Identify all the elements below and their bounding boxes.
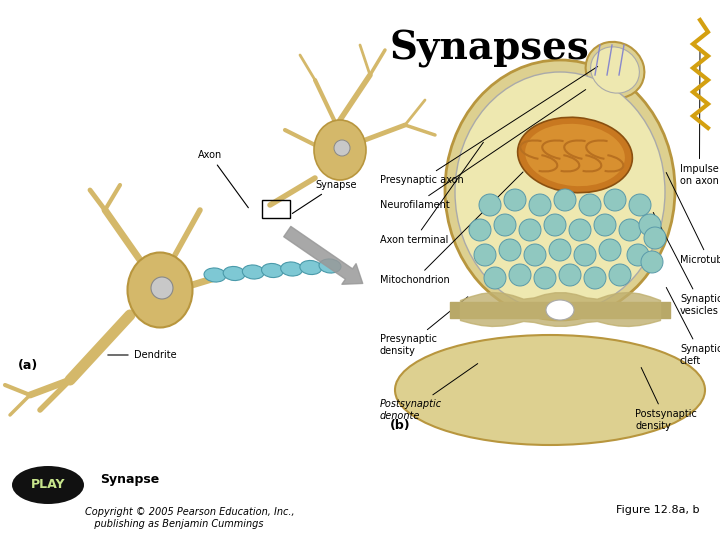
Circle shape <box>554 189 576 211</box>
Ellipse shape <box>243 265 264 279</box>
Circle shape <box>479 194 501 216</box>
Circle shape <box>639 214 661 236</box>
Circle shape <box>619 219 641 241</box>
Ellipse shape <box>334 140 350 156</box>
Ellipse shape <box>395 335 705 445</box>
Ellipse shape <box>151 277 173 299</box>
Ellipse shape <box>455 72 665 312</box>
Circle shape <box>474 244 496 266</box>
Circle shape <box>549 239 571 261</box>
Text: Copyright © 2005 Pearson Education, Inc.,
   publishing as Benjamin Cummings: Copyright © 2005 Pearson Education, Inc.… <box>85 507 294 529</box>
Circle shape <box>519 219 541 241</box>
Text: (b): (b) <box>390 418 410 431</box>
Circle shape <box>529 194 551 216</box>
Text: Mitochondrion: Mitochondrion <box>380 172 523 285</box>
Ellipse shape <box>12 466 84 504</box>
Text: Impulse
on axon: Impulse on axon <box>680 48 719 186</box>
Ellipse shape <box>585 42 644 98</box>
Text: Axon: Axon <box>198 150 248 208</box>
Circle shape <box>604 189 626 211</box>
Ellipse shape <box>590 47 639 93</box>
Text: Postsynaptic
denonte: Postsynaptic denonte <box>380 363 478 421</box>
Ellipse shape <box>204 268 226 282</box>
Text: Microtubule: Microtubule <box>666 172 720 265</box>
Circle shape <box>609 264 631 286</box>
Ellipse shape <box>518 117 632 193</box>
Text: Synapse: Synapse <box>292 180 356 213</box>
Text: Presynaptic axon: Presynaptic axon <box>380 66 598 185</box>
Circle shape <box>584 267 606 289</box>
Text: Axon terminal: Axon terminal <box>380 142 483 245</box>
Circle shape <box>469 219 491 241</box>
Circle shape <box>644 227 666 249</box>
Circle shape <box>499 239 521 261</box>
Text: Dendrite: Dendrite <box>108 350 176 360</box>
Ellipse shape <box>281 262 302 276</box>
Circle shape <box>524 244 546 266</box>
Circle shape <box>594 214 616 236</box>
Ellipse shape <box>525 124 625 186</box>
Circle shape <box>504 189 526 211</box>
Ellipse shape <box>300 260 322 274</box>
Circle shape <box>544 214 566 236</box>
Ellipse shape <box>445 60 675 320</box>
Ellipse shape <box>261 264 284 278</box>
Circle shape <box>574 244 596 266</box>
Circle shape <box>579 194 601 216</box>
Circle shape <box>559 264 581 286</box>
FancyArrowPatch shape <box>284 226 363 284</box>
Ellipse shape <box>223 266 245 281</box>
Text: Presynaptic
density: Presynaptic density <box>380 297 468 356</box>
Circle shape <box>641 251 663 273</box>
Text: Synaptic
cleft: Synaptic cleft <box>666 287 720 366</box>
Ellipse shape <box>314 120 366 180</box>
Ellipse shape <box>127 253 192 327</box>
Circle shape <box>494 214 516 236</box>
Ellipse shape <box>546 300 574 320</box>
Text: Synaptic
vesicles: Synaptic vesicles <box>653 212 720 316</box>
Circle shape <box>569 219 591 241</box>
Text: Figure 12.8a, b: Figure 12.8a, b <box>616 505 700 515</box>
Circle shape <box>534 267 556 289</box>
Text: Neurofilament: Neurofilament <box>380 90 585 210</box>
Circle shape <box>484 267 506 289</box>
Text: Synapse: Synapse <box>100 474 159 487</box>
Text: Postsynaptic
density: Postsynaptic density <box>635 368 697 431</box>
Ellipse shape <box>319 259 341 273</box>
Text: PLAY: PLAY <box>31 478 66 491</box>
Circle shape <box>599 239 621 261</box>
Circle shape <box>627 244 649 266</box>
Circle shape <box>509 264 531 286</box>
Text: Synapses: Synapses <box>390 30 590 68</box>
Circle shape <box>629 194 651 216</box>
Text: (a): (a) <box>18 359 38 372</box>
